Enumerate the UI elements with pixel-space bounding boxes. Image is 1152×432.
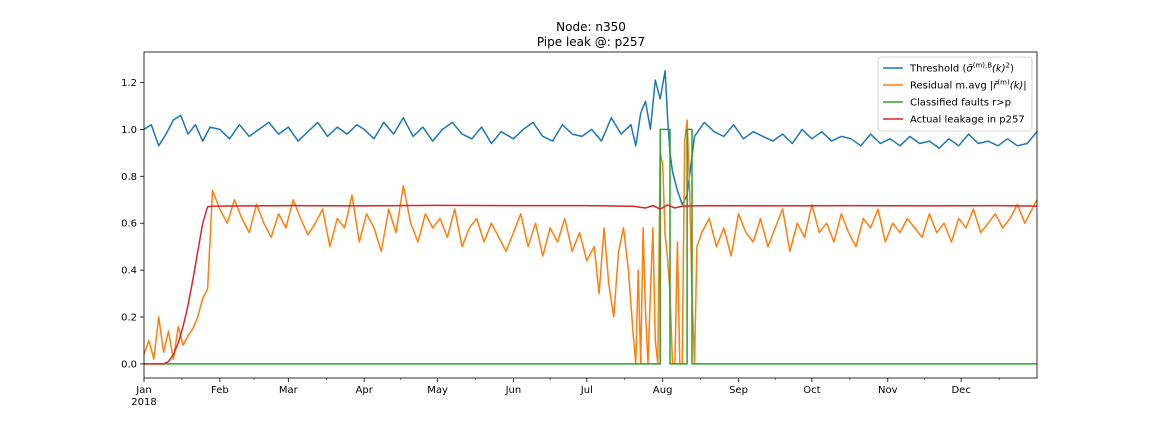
- x-tick-label: Nov: [878, 385, 898, 396]
- x-tick-label: Sep: [729, 385, 748, 396]
- plot-lines: [143, 70, 1038, 365]
- x-tick-label: Apr: [356, 385, 374, 396]
- x-tick-label: Oct: [803, 385, 820, 396]
- x-tick-label: Jun: [505, 385, 522, 396]
- legend-box: [877, 56, 1033, 132]
- y-axis: 0.0 0.2 0.4 0.6 0.8 1.0 1.2: [121, 78, 144, 370]
- series-line-1: [143, 119, 1038, 365]
- legend-entry-label: Threshold (σ̃(m),B(k)2): [909, 62, 1014, 75]
- x-tick-label: Jan: [135, 385, 151, 396]
- x-tick-label: Mar: [279, 385, 299, 396]
- y-tick-label: 0.0: [121, 359, 137, 370]
- x-tick-label: Dec: [951, 385, 970, 396]
- legend-entry-label: Actual leakage in p257: [910, 115, 1025, 126]
- plot-frame: [143, 51, 1038, 379]
- x-tick-label: Feb: [211, 385, 229, 396]
- x-tick-sublabel: 2018: [131, 397, 156, 408]
- x-tick-label: Aug: [653, 385, 673, 396]
- legend-entry-label: Classified faults r>p: [910, 98, 1011, 109]
- x-tick-label: May: [427, 385, 448, 396]
- series-line-3: [144, 204, 1038, 365]
- legend-entry-label: Residual m.avg |r̃(m)(k)|: [910, 79, 1027, 92]
- series-line-2: [144, 128, 1037, 365]
- y-tick-label: 0.2: [121, 313, 137, 324]
- y-tick-label: 1.0: [121, 125, 137, 136]
- y-tick-label: 0.6: [121, 219, 137, 230]
- legend: Threshold (σ̃(m),B(k)2) Residual m.avg |r…: [877, 56, 1033, 132]
- series-line-0: [143, 70, 1038, 206]
- y-tick-label: 0.8: [121, 172, 137, 183]
- y-tick-label: 0.4: [121, 266, 137, 277]
- chart-title: Node: n350: [556, 20, 626, 34]
- x-tick-label: Jul: [580, 385, 593, 396]
- y-tick-label: 1.2: [121, 78, 137, 89]
- chart-subtitle: Pipe leak @: p257: [537, 35, 645, 49]
